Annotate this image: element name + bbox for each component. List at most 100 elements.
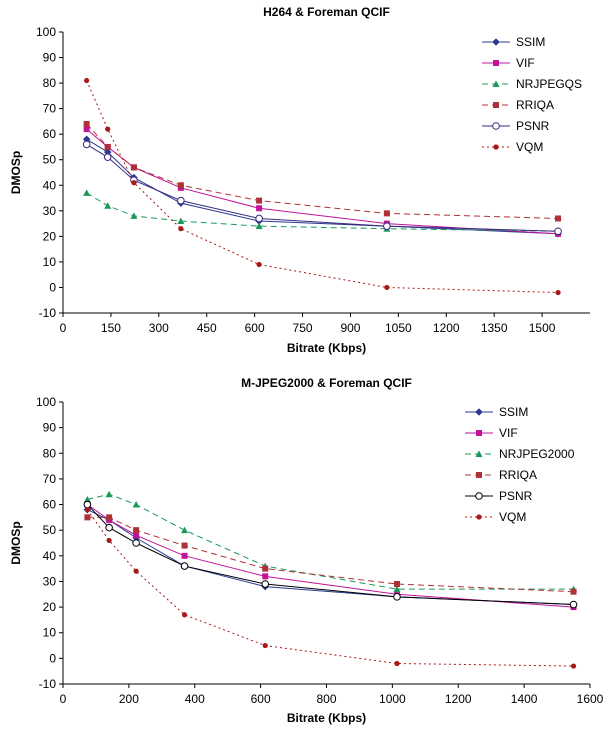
x-tick-label: 1000 [379, 692, 406, 706]
y-tick-label: 70 [43, 472, 57, 486]
x-tick-label: 0 [60, 321, 67, 335]
data-point [106, 537, 112, 544]
legend-marker [493, 60, 499, 66]
legend-marker [476, 430, 482, 436]
series-line [86, 143, 559, 232]
y-tick-label: 40 [43, 549, 57, 563]
data-point [133, 532, 140, 539]
data-point [256, 197, 263, 204]
data-point [83, 126, 90, 133]
legend-label: PSNR [499, 489, 533, 503]
data-point [261, 580, 270, 588]
data-point [255, 214, 263, 223]
y-tick-label: 40 [43, 178, 57, 192]
data-point [130, 212, 138, 219]
legend-marker [493, 144, 499, 150]
y-tick-label: 50 [43, 523, 57, 537]
y-tick-label: 50 [43, 153, 57, 167]
legend-label: NRJPEGQS [516, 77, 582, 91]
y-tick-label: 10 [43, 255, 57, 269]
data-point [555, 289, 561, 296]
data-point [256, 205, 263, 212]
chart-title: M-JPEG2000 & Foreman QCIF [241, 376, 412, 390]
data-point [105, 523, 113, 532]
data-point [105, 126, 111, 132]
x-tick-label: 200 [119, 692, 139, 706]
series-rriqa [84, 514, 577, 595]
data-point [181, 612, 188, 618]
y-tick-label: 30 [43, 204, 57, 218]
data-point [177, 182, 184, 189]
chart-h264: H264 & Foreman QCIF-10010203040506070809… [9, 5, 590, 355]
legend-label: PSNR [516, 119, 550, 133]
y-tick-label: 70 [43, 102, 57, 116]
series-line [86, 128, 559, 235]
legend-label: VQM [499, 510, 526, 524]
data-point [132, 501, 140, 508]
x-tick-label: 750 [293, 321, 313, 335]
data-point [104, 143, 111, 150]
data-point [393, 585, 401, 593]
data-point [84, 507, 90, 513]
x-tick-label: 600 [245, 321, 265, 335]
data-point [181, 542, 188, 549]
series-rriqa [83, 120, 562, 222]
y-tick-label: 90 [43, 51, 57, 65]
y-tick-label: 20 [43, 229, 57, 243]
data-point [106, 514, 113, 521]
legend-label: RRIQA [499, 468, 537, 482]
legend-marker [492, 38, 500, 46]
x-tick-label: 900 [340, 321, 360, 335]
x-tick-label: 600 [251, 692, 271, 706]
series-nrjpeg2000 [83, 490, 578, 593]
x-axis-title: Bitrate (Kbps) [287, 711, 366, 725]
series-vqm [84, 507, 577, 669]
series-psnr [83, 500, 578, 609]
x-tick-label: 1200 [445, 692, 472, 706]
y-tick-label: 100 [36, 25, 56, 39]
data-point [178, 226, 184, 232]
series-line [86, 138, 559, 235]
legend-label: RRIQA [516, 98, 554, 112]
x-tick-label: 1600 [577, 692, 604, 706]
y-axis-title: DMOSp [9, 151, 23, 194]
y-tick-label: 80 [43, 76, 57, 90]
data-point [393, 581, 400, 588]
x-tick-label: 1050 [385, 321, 412, 335]
legend-marker [492, 80, 500, 87]
series-vif [83, 126, 562, 237]
data-point [554, 227, 562, 236]
data-point [262, 565, 269, 572]
data-point [105, 490, 113, 498]
data-point [133, 568, 139, 574]
y-tick-label: 60 [43, 127, 57, 141]
data-point [384, 284, 390, 291]
x-tick-label: 1500 [529, 321, 556, 335]
data-point [83, 189, 91, 196]
data-point [83, 120, 90, 127]
data-point [394, 660, 400, 667]
legend-marker [492, 122, 500, 130]
data-point [262, 642, 268, 649]
legend-marker [475, 492, 483, 500]
y-tick-label: 0 [49, 280, 56, 294]
data-point [84, 514, 91, 521]
series-line [87, 493, 574, 590]
legend-marker [476, 472, 482, 478]
data-point [393, 593, 401, 601]
legend-label: VIF [499, 426, 518, 440]
data-point [132, 539, 140, 547]
legend-label: VQM [516, 140, 543, 154]
x-tick-label: 0 [60, 692, 67, 706]
legend-label: NRJPEG2000 [499, 447, 575, 461]
data-point [181, 526, 189, 534]
data-point [383, 222, 391, 230]
data-point [131, 180, 137, 186]
series-vqm [84, 77, 561, 296]
x-tick-label: 400 [185, 692, 205, 706]
legend-marker [475, 450, 483, 457]
data-point [84, 77, 90, 84]
data-point [103, 153, 112, 161]
data-point [256, 261, 262, 268]
data-point [177, 196, 185, 205]
